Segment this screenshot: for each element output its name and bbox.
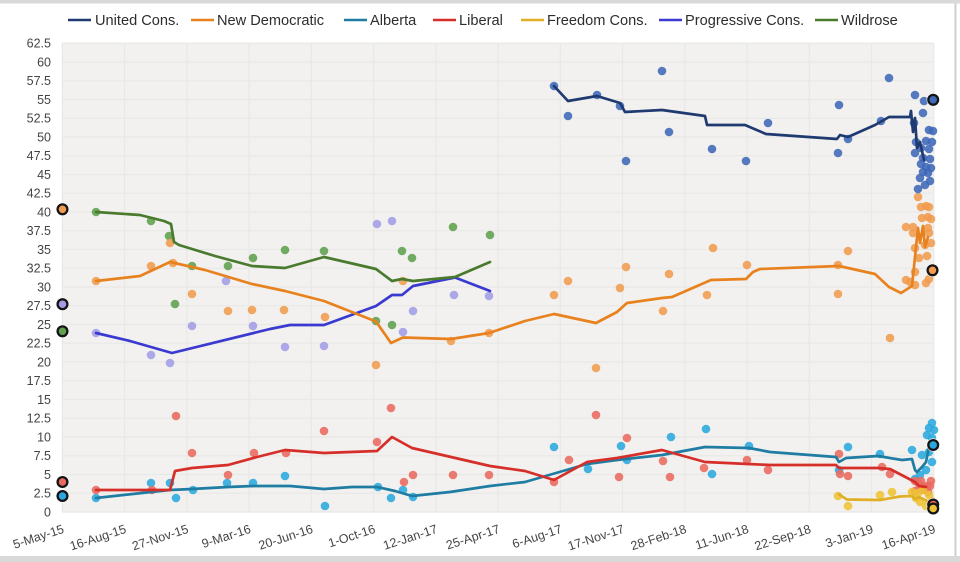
svg-text:50: 50 (37, 130, 51, 144)
svg-text:0: 0 (44, 505, 51, 519)
svg-text:32.5: 32.5 (27, 262, 51, 276)
svg-text:37.5: 37.5 (27, 224, 51, 238)
svg-text:60: 60 (37, 55, 51, 69)
svg-text:57.5: 57.5 (27, 74, 51, 88)
svg-text:22.5: 22.5 (27, 337, 51, 351)
svg-text:40: 40 (37, 205, 51, 219)
svg-text:Liberal: Liberal (459, 13, 503, 29)
svg-text:27.5: 27.5 (27, 299, 51, 313)
svg-text:55: 55 (37, 93, 51, 107)
svg-text:30: 30 (37, 280, 51, 294)
svg-text:Progressive Cons.: Progressive Cons. (685, 13, 804, 29)
svg-text:12.5: 12.5 (27, 412, 51, 426)
svg-text:62.5: 62.5 (27, 37, 51, 51)
svg-text:Wildrose: Wildrose (841, 13, 898, 29)
svg-text:United Cons.: United Cons. (95, 13, 179, 29)
svg-text:25: 25 (37, 318, 51, 332)
svg-text:5: 5 (44, 468, 51, 482)
svg-text:47.5: 47.5 (27, 149, 51, 163)
svg-text:52.5: 52.5 (27, 112, 51, 126)
svg-text:15: 15 (37, 393, 51, 407)
svg-text:New Democratic: New Democratic (217, 13, 324, 29)
svg-text:10: 10 (37, 430, 51, 444)
svg-text:35: 35 (37, 243, 51, 257)
svg-text:Alberta: Alberta (370, 13, 417, 29)
svg-text:2.5: 2.5 (34, 487, 51, 501)
svg-text:7.5: 7.5 (34, 449, 51, 463)
svg-text:42.5: 42.5 (27, 187, 51, 201)
svg-text:Freedom Cons.: Freedom Cons. (547, 13, 648, 29)
svg-text:20: 20 (37, 355, 51, 369)
svg-text:45: 45 (37, 168, 51, 182)
svg-text:17.5: 17.5 (27, 374, 51, 388)
